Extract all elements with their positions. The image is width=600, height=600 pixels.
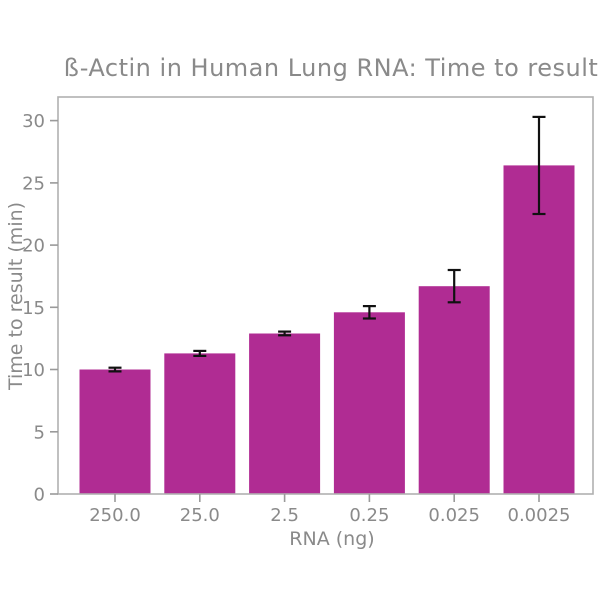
x-tick-label: 0.025: [428, 505, 480, 526]
plot-area: 0 5 10 15 20 25 30 250.0 25.0 2.5 0.25 0.025 0.0025: [22, 96, 594, 526]
x-tick-label: 25.0: [180, 505, 220, 526]
y-tick-label: 30: [22, 111, 45, 132]
x-tick-label: 0.0025: [508, 505, 571, 526]
y-tick-label: 0: [34, 485, 45, 506]
plot-border: [57, 96, 594, 495]
y-tick-label: 10: [22, 360, 45, 381]
bar: [418, 286, 490, 494]
chart-title: ß-Actin in Human Lung RNA: Time to resul…: [64, 54, 599, 82]
y-tick-label: 15: [22, 298, 45, 319]
bar: [333, 312, 405, 494]
x-tick-label: 2.5: [270, 505, 299, 526]
x-tick-label: 250.0: [89, 505, 141, 526]
x-axis-label: RNA (ng): [289, 528, 374, 550]
x-tick-label: 0.25: [349, 505, 389, 526]
bar: [79, 369, 151, 494]
y-tick-label: 20: [22, 236, 45, 257]
y-tick-label: 25: [22, 173, 45, 194]
y-axis-label: Time to result (min): [5, 202, 27, 391]
y-tick-label: 5: [34, 422, 45, 443]
bar: [164, 353, 236, 494]
bar: [249, 333, 321, 494]
bar: [503, 165, 575, 494]
